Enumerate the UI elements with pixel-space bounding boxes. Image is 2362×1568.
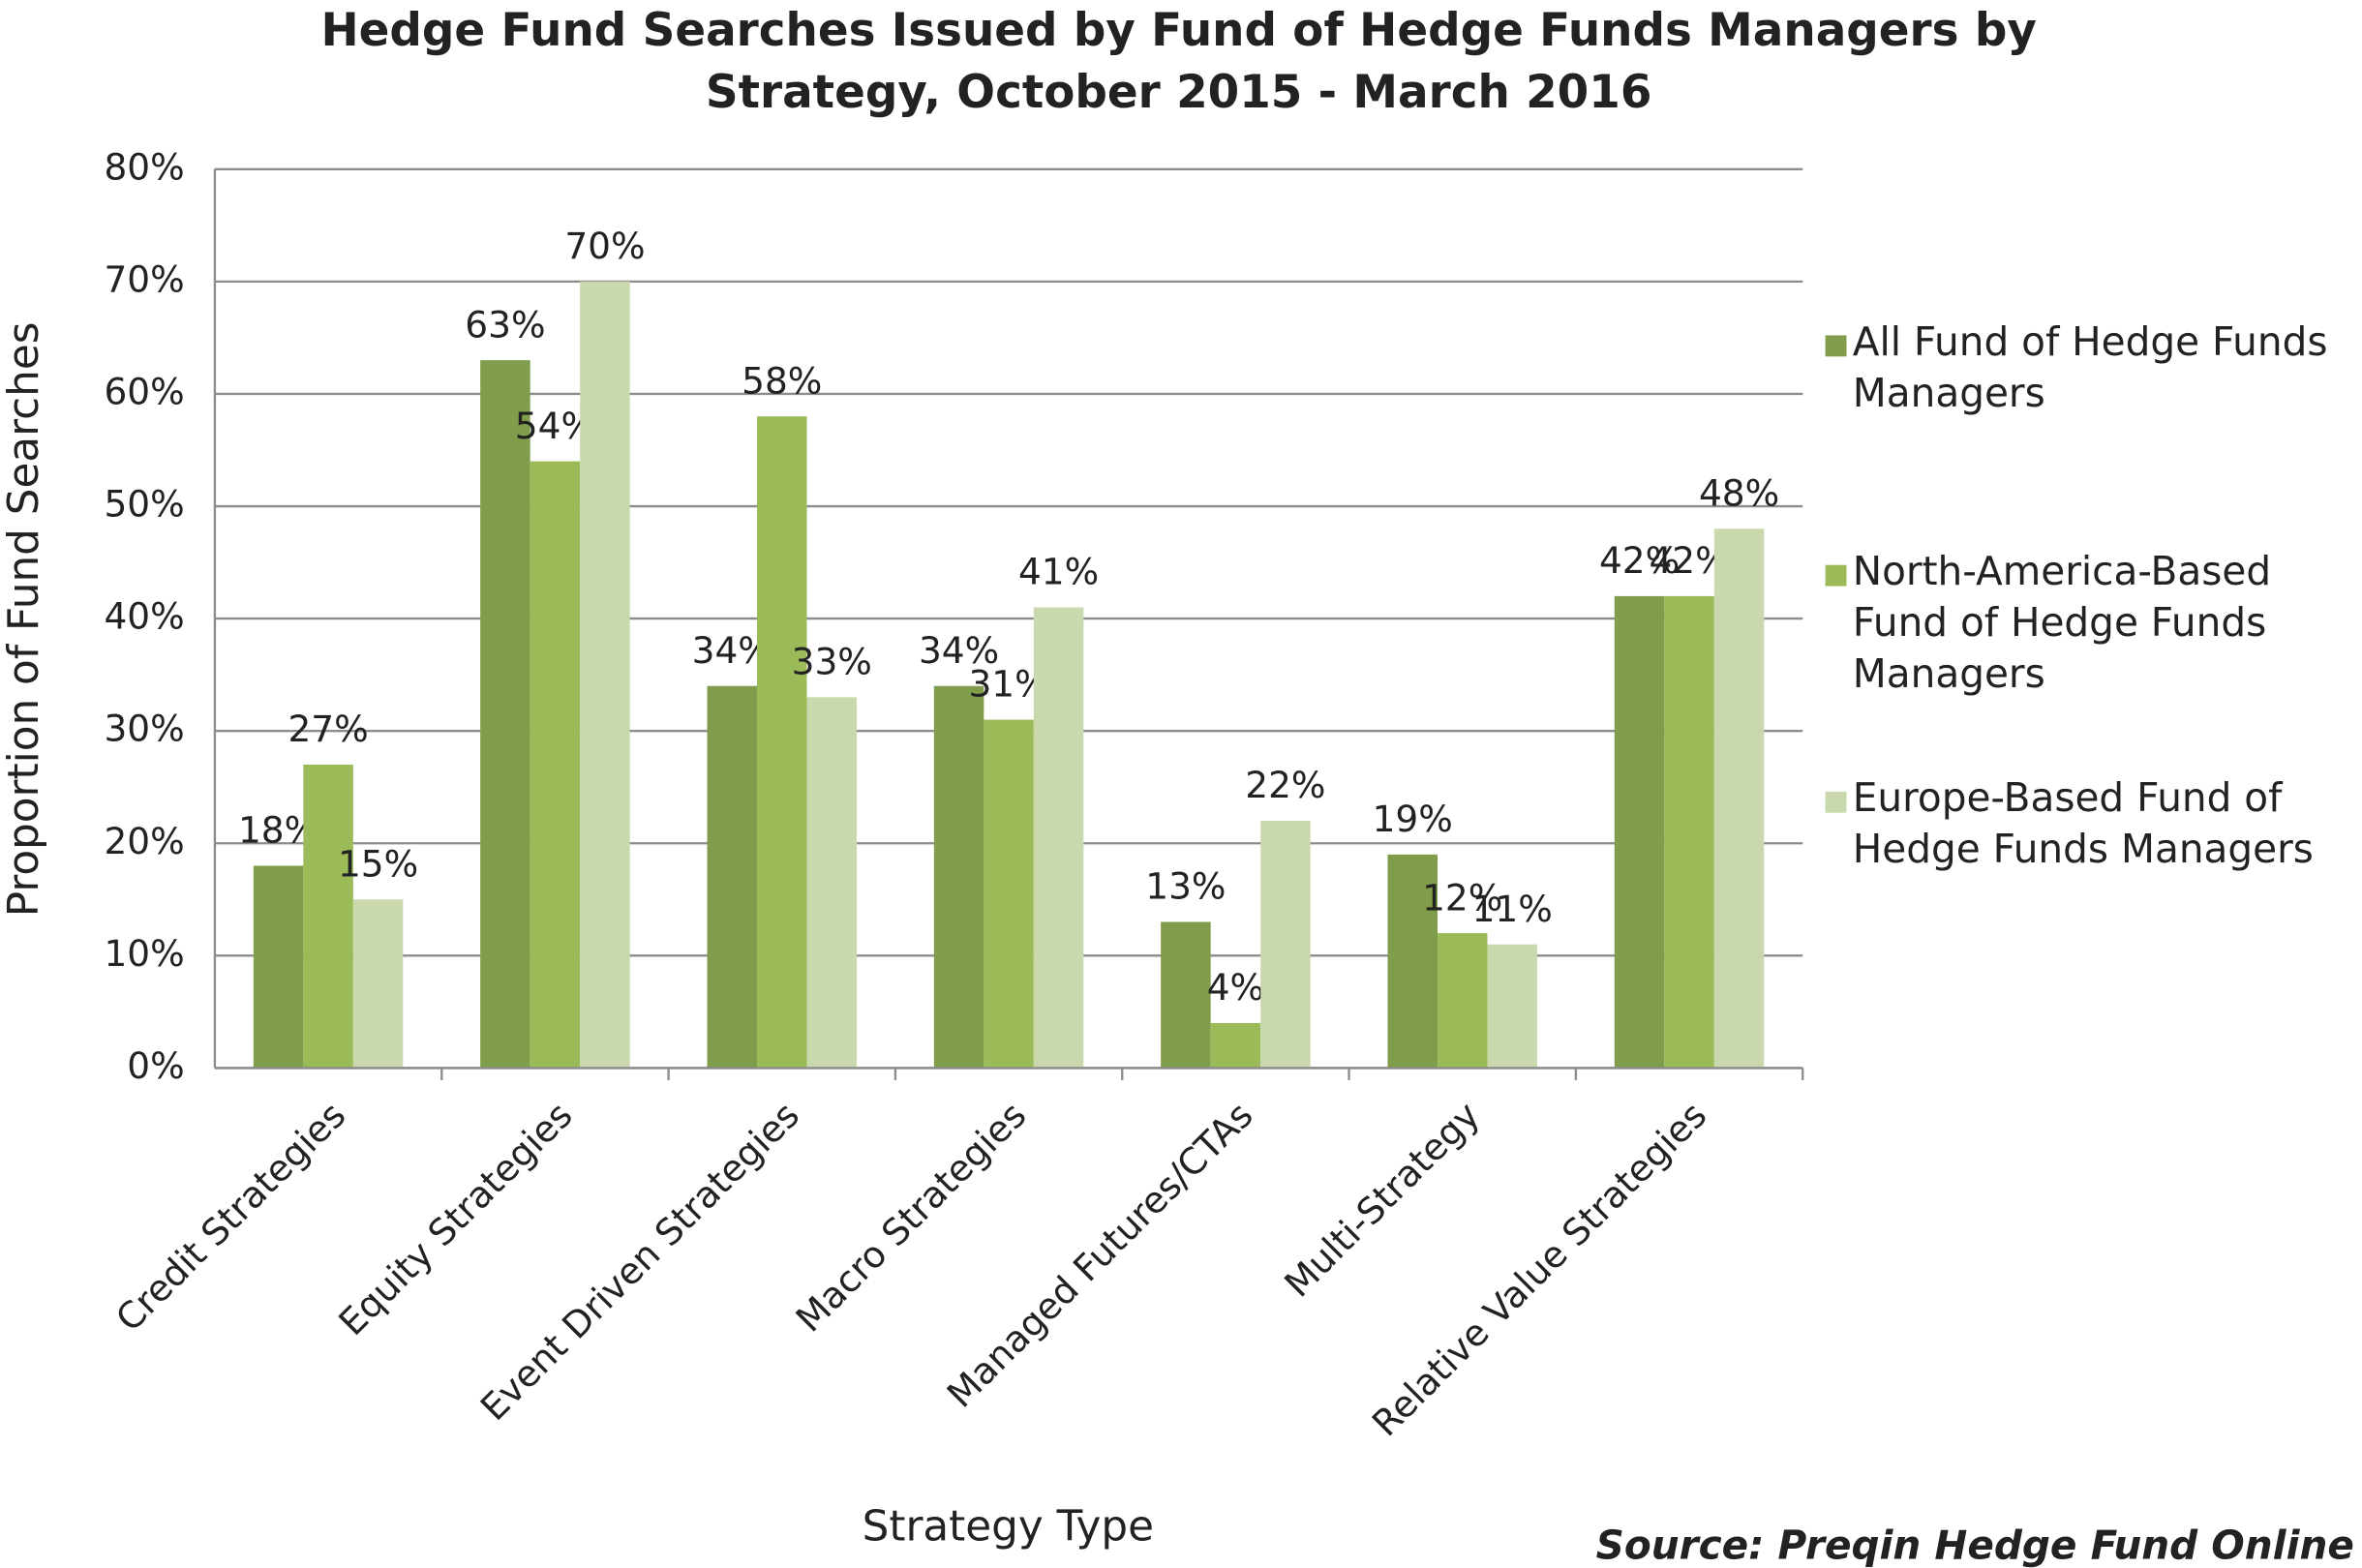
value-label: 42% <box>1599 539 1680 582</box>
bar <box>530 461 581 1069</box>
chart-title: Hedge Fund Searches Issued by Fund of He… <box>320 4 2037 120</box>
value-label: 33% <box>792 641 872 683</box>
bar <box>757 416 807 1069</box>
x-tick-label: Macro Strategies <box>788 1094 1035 1341</box>
y-tick-label: 0% <box>127 1044 184 1087</box>
value-label: 22% <box>1245 764 1325 806</box>
value-label: 12% <box>1422 876 1502 919</box>
value-label: 70% <box>564 225 645 267</box>
legend-label: Europe-Based Fund of Hedge Funds Manager… <box>1852 776 2314 874</box>
x-tick-label: Equity Strategies <box>330 1094 580 1343</box>
bar <box>1210 1022 1261 1069</box>
value-label: 15% <box>338 842 418 885</box>
value-label: 13% <box>1145 865 1226 908</box>
value-label: 19% <box>1373 798 1453 840</box>
value-label: 34% <box>919 629 999 672</box>
title-box: Hedge Fund Searches Issued by Fund of He… <box>320 4 2037 120</box>
bar <box>1033 607 1084 1069</box>
y-tick-label: 40% <box>105 595 185 638</box>
legend-label: All Fund of Hedge Funds Managers <box>1852 319 2328 417</box>
legend-swatch <box>1825 335 1847 357</box>
y-tick-label: 80% <box>105 145 185 188</box>
legend-item: All Fund of Hedge Funds Managers <box>1852 319 2328 417</box>
bar <box>253 865 304 1069</box>
bar <box>580 281 630 1069</box>
value-label: 4% <box>1207 966 1264 1009</box>
bar <box>303 765 353 1069</box>
value-label: 41% <box>1018 551 1099 593</box>
bar <box>480 360 530 1069</box>
y-tick-label: 20% <box>105 820 185 862</box>
y-tick-label: 60% <box>105 370 185 412</box>
bar <box>1260 821 1311 1069</box>
value-label: 58% <box>742 359 822 402</box>
legend-item: Europe-Based Fund of Hedge Funds Manager… <box>1852 776 2314 874</box>
x-tick-label: Credit Strategies <box>107 1094 353 1340</box>
legend-item: North-America-Based Fund of Hedge Funds … <box>1852 550 2272 699</box>
y-tick-label: 50% <box>105 483 185 526</box>
y-tick-label: 10% <box>105 932 185 975</box>
bar <box>1664 595 1714 1069</box>
bar <box>1437 933 1488 1069</box>
bar <box>1614 595 1665 1069</box>
y-axis-label: Proportion of Fund Searches <box>0 322 48 918</box>
bar <box>806 697 858 1069</box>
bar <box>984 719 1034 1069</box>
y-tick-label: 30% <box>105 708 185 750</box>
source-note: Source: Preqin Hedge Fund Online <box>1596 1523 2354 1568</box>
bar <box>1387 854 1438 1069</box>
bar <box>1487 944 1537 1069</box>
bar <box>707 685 758 1069</box>
value-label: 63% <box>465 303 545 346</box>
legend-swatch <box>1825 564 1847 587</box>
x-axis-label: Strategy Type <box>863 1501 1154 1551</box>
value-label: 11% <box>1472 888 1553 930</box>
value-label: 48% <box>1699 471 1779 514</box>
legend-swatch <box>1825 791 1847 813</box>
value-label: 27% <box>288 708 368 750</box>
x-tick-label: Multi-Strategy <box>1276 1094 1488 1306</box>
bar <box>933 685 984 1069</box>
bar <box>1713 528 1765 1069</box>
y-tick-label: 70% <box>105 257 185 300</box>
bar <box>352 899 404 1069</box>
legend-label: North-America-Based Fund of Hedge Funds … <box>1852 550 2272 699</box>
bar <box>1161 921 1211 1069</box>
